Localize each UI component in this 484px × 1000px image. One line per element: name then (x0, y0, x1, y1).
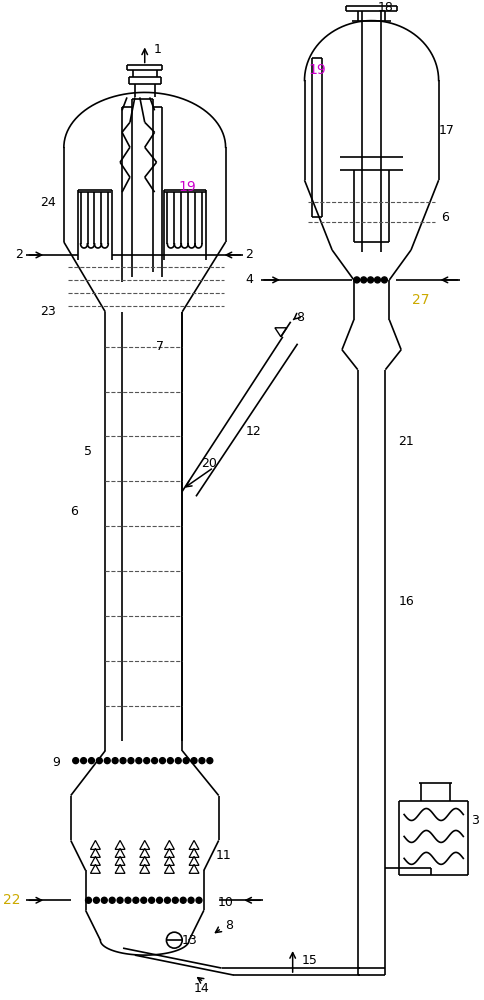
Circle shape (353, 277, 359, 283)
Text: 23: 23 (40, 305, 56, 318)
Text: 9: 9 (52, 756, 60, 769)
Text: 3: 3 (470, 814, 478, 827)
Circle shape (101, 897, 107, 903)
Circle shape (133, 897, 138, 903)
Text: 17: 17 (438, 124, 454, 137)
Text: 27: 27 (411, 293, 429, 307)
Circle shape (112, 758, 118, 764)
Text: 6: 6 (441, 211, 449, 224)
Circle shape (175, 758, 181, 764)
Circle shape (109, 897, 115, 903)
Circle shape (164, 897, 170, 903)
Text: 7: 7 (155, 340, 163, 353)
Text: 16: 16 (397, 595, 413, 608)
Circle shape (207, 758, 212, 764)
Text: 1: 1 (153, 43, 161, 56)
Text: 14: 14 (194, 982, 210, 995)
Circle shape (96, 758, 102, 764)
Circle shape (198, 758, 204, 764)
Circle shape (183, 758, 189, 764)
Text: 2: 2 (15, 248, 23, 261)
Circle shape (360, 277, 366, 283)
Circle shape (128, 758, 134, 764)
Text: 4: 4 (245, 273, 253, 286)
Circle shape (104, 758, 110, 764)
Text: 18: 18 (377, 1, 393, 14)
Text: 2: 2 (245, 248, 253, 261)
Text: 20: 20 (200, 457, 216, 470)
Circle shape (374, 277, 379, 283)
Circle shape (149, 897, 154, 903)
Circle shape (117, 897, 123, 903)
Text: 8: 8 (225, 919, 233, 932)
Circle shape (125, 897, 131, 903)
Text: 5: 5 (83, 445, 91, 458)
Circle shape (73, 758, 78, 764)
Text: 21: 21 (397, 435, 413, 448)
Text: 11: 11 (215, 849, 231, 862)
Circle shape (191, 758, 197, 764)
Circle shape (136, 758, 141, 764)
Circle shape (88, 758, 94, 764)
Circle shape (367, 277, 373, 283)
Circle shape (167, 758, 173, 764)
Text: 13: 13 (181, 934, 197, 947)
Text: 6: 6 (70, 505, 77, 518)
Circle shape (151, 758, 157, 764)
Circle shape (140, 897, 146, 903)
Text: 8: 8 (296, 311, 304, 324)
Text: 19: 19 (308, 63, 326, 77)
Text: 19: 19 (178, 180, 196, 194)
Text: 12: 12 (245, 425, 260, 438)
Circle shape (80, 758, 86, 764)
Circle shape (143, 758, 150, 764)
Circle shape (180, 897, 186, 903)
Circle shape (93, 897, 99, 903)
Text: 24: 24 (40, 196, 56, 209)
Text: 10: 10 (217, 896, 233, 909)
Circle shape (120, 758, 126, 764)
Circle shape (380, 277, 387, 283)
Circle shape (188, 897, 194, 903)
Circle shape (156, 897, 162, 903)
Circle shape (196, 897, 201, 903)
Circle shape (172, 897, 178, 903)
Circle shape (159, 758, 165, 764)
Text: 22: 22 (3, 893, 20, 907)
Circle shape (85, 897, 91, 903)
Text: 15: 15 (301, 954, 317, 967)
